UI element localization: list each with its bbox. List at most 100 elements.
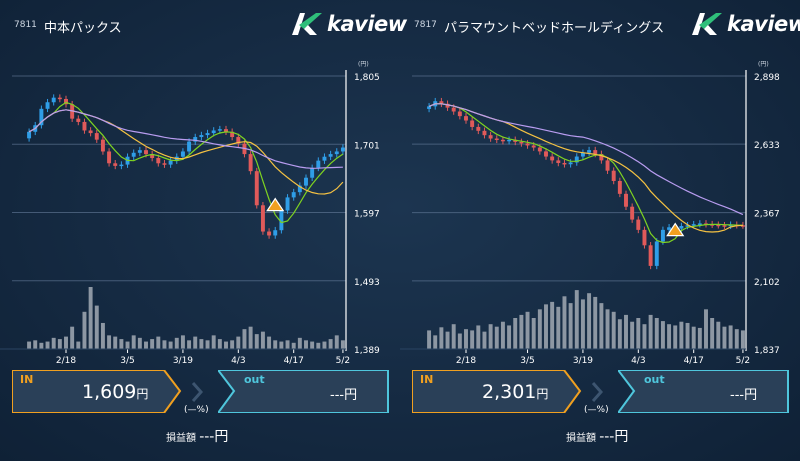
candle-body (464, 116, 468, 121)
stock-code: 7817 (414, 20, 437, 30)
percent-change: (—%) (184, 405, 209, 415)
candle-body (488, 135, 493, 139)
candle-body (685, 225, 690, 227)
candle-body (630, 206, 635, 220)
volume-bar (654, 318, 659, 349)
volume-bar (630, 321, 635, 349)
y-unit-label: (円) (758, 61, 769, 68)
in-price-box: IN 2,301円 (412, 370, 582, 413)
candle-body (51, 97, 56, 103)
out-price-box: out ---円 (618, 370, 790, 413)
candle-body (217, 129, 222, 131)
volume-bar (334, 335, 339, 349)
candle-body (131, 152, 136, 157)
moving-average-line (28, 109, 344, 195)
volume-bar (205, 340, 210, 349)
candle-body (611, 170, 616, 181)
candle-body (470, 120, 475, 127)
candle-body (94, 133, 99, 140)
candle-body (494, 138, 499, 141)
volume-bar (433, 335, 438, 349)
volume-bar (107, 335, 112, 349)
candle-body (297, 185, 302, 193)
y-tick-label: 1,389 (354, 346, 380, 356)
volume-bar (254, 334, 259, 349)
x-tick-label: 3/19 (573, 356, 593, 366)
volume-bar (457, 333, 462, 349)
volume-bar (137, 337, 142, 349)
y-tick-label: 1,701 (354, 141, 380, 151)
candle-body (580, 152, 585, 157)
candle-body (180, 151, 185, 157)
volume-bar (113, 336, 118, 349)
volume-bar (482, 331, 487, 349)
candle-body (224, 129, 228, 132)
volume-bar (199, 339, 204, 349)
candle-body (113, 163, 118, 166)
candle-body (716, 224, 721, 227)
x-tick-label: 4/17 (684, 356, 704, 366)
volume-bar (667, 324, 672, 349)
candle-body (648, 245, 653, 266)
volume-bar (230, 340, 235, 349)
stock-chart: 2,898 2,633 2,367 2,102 1,837 (円) 2/18 3/5 3/19 4… (400, 61, 780, 366)
volume-bar (476, 325, 481, 349)
percent-change: (—%) (584, 405, 609, 415)
volume-bar (648, 314, 653, 349)
candle-body (328, 154, 333, 157)
candle-body (162, 163, 167, 165)
candle-body (248, 154, 253, 172)
volume-bar (211, 335, 216, 349)
x-tick-label: 3/19 (173, 356, 193, 366)
out-label: out (644, 373, 665, 386)
volume-bar (242, 329, 247, 349)
candle-body (137, 150, 142, 153)
out-price: ---円 (330, 388, 358, 403)
volume-bar (119, 339, 124, 349)
in-marker (266, 197, 285, 212)
volume-bar (291, 342, 296, 349)
volume-bar (64, 336, 68, 349)
volume-bar (500, 321, 505, 349)
volume-bar (580, 299, 585, 349)
volume-bar (100, 322, 105, 349)
stock-panel-left: 7811 中本パックス kaview 1,805 1,701 1,597 1,493 1… (0, 0, 407, 461)
volume-bar (340, 340, 345, 349)
volume-bar (544, 304, 548, 349)
candle-body (605, 160, 610, 171)
volume-bar (445, 331, 450, 349)
candle-body (427, 106, 432, 109)
x-tick-label: 4/3 (231, 356, 245, 366)
x-tick-label: 2/18 (56, 356, 76, 366)
volume-bar (513, 318, 518, 349)
candle-body (340, 147, 345, 152)
volume-bar (599, 303, 604, 349)
candle-body (205, 133, 210, 136)
volume-bar (260, 331, 265, 349)
stock-panel-right: 7817 パラマウントベッドホールディングス kaview 2,898 2,633… (400, 0, 800, 461)
candle-body (334, 151, 339, 155)
volume-bar (568, 303, 573, 349)
candle-body (562, 162, 567, 165)
profit-loss: 損益額 ---円 (166, 429, 229, 445)
y-unit-label: (円) (358, 61, 369, 68)
candle-body (660, 229, 665, 242)
volume-bar (562, 296, 567, 349)
candle-body (722, 225, 727, 227)
in-price: 1,609円 (82, 381, 149, 403)
volume-bar (531, 318, 536, 349)
volume-bar (217, 339, 222, 349)
volume-bar (464, 329, 468, 349)
volume-bar (273, 340, 278, 349)
moving-average-line (428, 103, 744, 216)
brand-name: kaview (727, 12, 800, 36)
y-tick-label: 1,837 (754, 346, 780, 356)
y-tick-label: 2,367 (754, 210, 780, 220)
volume-bar (611, 311, 616, 349)
volume-bar (310, 341, 315, 349)
candle-body (27, 131, 32, 139)
volume-bar (691, 326, 696, 349)
x-tick-label: 3/5 (520, 356, 534, 366)
candle-body (691, 224, 696, 226)
candle-body (76, 118, 81, 122)
